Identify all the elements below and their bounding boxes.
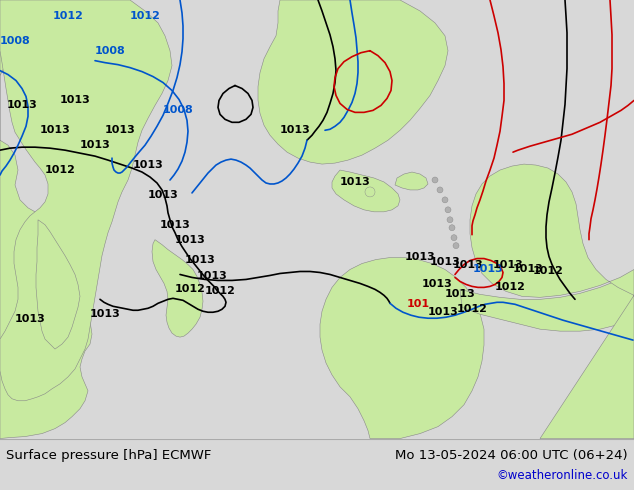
Text: 1013: 1013	[133, 160, 164, 170]
Text: 1013: 1013	[340, 177, 370, 187]
Text: 1013: 1013	[160, 220, 190, 230]
Circle shape	[442, 197, 448, 203]
Polygon shape	[36, 220, 80, 349]
Polygon shape	[258, 0, 448, 164]
Text: Mo 13-05-2024 06:00 UTC (06+24): Mo 13-05-2024 06:00 UTC (06+24)	[396, 449, 628, 462]
Text: 1013: 1013	[444, 290, 476, 299]
Text: 1013: 1013	[39, 125, 70, 135]
Text: 1012: 1012	[533, 267, 564, 276]
Text: 1013: 1013	[453, 260, 483, 270]
Text: Surface pressure [hPa] ECMWF: Surface pressure [hPa] ECMWF	[6, 449, 211, 462]
Text: 1012: 1012	[174, 284, 205, 294]
Text: 1012: 1012	[495, 282, 526, 293]
Text: 1013: 1013	[148, 190, 178, 200]
Polygon shape	[152, 240, 203, 337]
Text: 1013: 1013	[280, 125, 311, 135]
Text: 1013: 1013	[404, 251, 436, 262]
Text: 1013: 1013	[427, 307, 458, 317]
Text: 1012: 1012	[44, 165, 75, 175]
Text: 1013: 1013	[184, 254, 216, 265]
Text: 1013: 1013	[197, 271, 228, 281]
Text: 1013: 1013	[513, 265, 543, 274]
Text: 1013: 1013	[15, 314, 46, 324]
Polygon shape	[320, 258, 484, 439]
Text: 101: 101	[406, 299, 430, 309]
Text: ©weatheronline.co.uk: ©weatheronline.co.uk	[496, 469, 628, 482]
Text: 1013: 1013	[174, 235, 205, 245]
Text: 1013: 1013	[472, 265, 503, 274]
Circle shape	[445, 207, 451, 213]
Text: 1013: 1013	[60, 96, 91, 105]
Polygon shape	[460, 271, 634, 331]
Text: 1013: 1013	[493, 260, 524, 270]
Circle shape	[432, 177, 438, 183]
Text: 1013: 1013	[6, 100, 37, 110]
Text: 1013: 1013	[80, 140, 110, 150]
Polygon shape	[470, 164, 634, 439]
Circle shape	[451, 235, 457, 241]
Text: 1013: 1013	[105, 125, 136, 135]
Circle shape	[437, 187, 443, 193]
Polygon shape	[0, 0, 92, 439]
Text: 1013: 1013	[89, 309, 120, 319]
Text: 1008: 1008	[163, 105, 193, 115]
Text: 1012: 1012	[205, 286, 235, 296]
Text: 1013: 1013	[422, 279, 453, 290]
Polygon shape	[0, 0, 172, 401]
Circle shape	[449, 225, 455, 231]
Circle shape	[453, 243, 459, 248]
Text: 1012: 1012	[456, 304, 488, 314]
Text: 1008: 1008	[94, 46, 126, 56]
Circle shape	[365, 187, 375, 197]
Text: 1012: 1012	[53, 11, 84, 21]
Text: 1012: 1012	[129, 11, 160, 21]
Circle shape	[447, 217, 453, 223]
Polygon shape	[395, 172, 428, 190]
Polygon shape	[332, 170, 400, 212]
Text: 1008: 1008	[0, 36, 30, 46]
Text: 1013: 1013	[430, 257, 460, 267]
